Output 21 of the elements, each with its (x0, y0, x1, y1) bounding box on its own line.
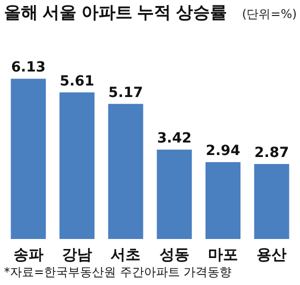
bar (156, 150, 192, 239)
chart-title: 올해 서울 아파트 누적 상승률 (4, 3, 227, 22)
x-tick-label: 강남 (62, 246, 92, 264)
x-tick-label: 서초 (110, 246, 141, 264)
bar (60, 92, 94, 239)
data-label: 6.13 (11, 60, 46, 76)
bar (254, 164, 290, 239)
x-tick-label: 용산 (256, 246, 287, 264)
chart-subtitle: (단위=%) (242, 7, 297, 21)
bar (206, 162, 240, 239)
x-tick-label: 마포 (208, 246, 238, 264)
x-tick-label: 송파 (13, 246, 44, 264)
data-label: 5.61 (60, 73, 94, 90)
text: *자료=한국부동산원 주간아파트 가격동향 (4, 265, 232, 279)
data-label: 5.17 (108, 84, 143, 101)
bar (10, 78, 46, 239)
data-label: 2.87 (254, 144, 289, 161)
x-tick-label: 성동 (159, 246, 190, 264)
bar (108, 104, 144, 239)
data-label: 3.42 (157, 130, 192, 147)
data-label: 2.94 (206, 143, 241, 160)
